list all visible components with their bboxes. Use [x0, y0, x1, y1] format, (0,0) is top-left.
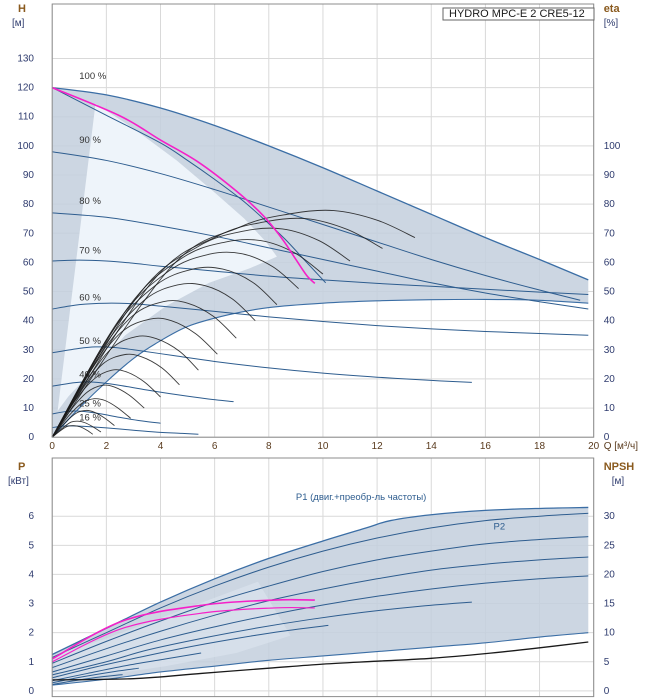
svg-text:NPSH: NPSH: [604, 461, 635, 473]
svg-text:2: 2: [104, 441, 110, 452]
svg-text:P2: P2: [494, 521, 506, 532]
svg-text:90: 90: [604, 170, 616, 181]
svg-text:0: 0: [604, 686, 610, 697]
svg-text:120: 120: [17, 83, 34, 94]
svg-text:20: 20: [23, 374, 35, 385]
svg-text:0: 0: [28, 686, 34, 697]
svg-text:16: 16: [480, 441, 492, 452]
svg-text:15: 15: [604, 599, 616, 610]
svg-text:40: 40: [23, 316, 35, 327]
svg-text:50: 50: [23, 287, 35, 298]
svg-text:20: 20: [604, 569, 616, 580]
svg-text:4: 4: [28, 569, 34, 580]
svg-text:30: 30: [604, 511, 616, 522]
svg-text:50: 50: [604, 287, 616, 298]
svg-text:[м]: [м]: [612, 476, 625, 487]
svg-text:18: 18: [534, 441, 546, 452]
svg-text:HYDRO MPC-E 2 CRE5-12: HYDRO MPC-E 2 CRE5-12: [449, 8, 585, 20]
svg-text:6: 6: [212, 441, 218, 452]
svg-text:60 %: 60 %: [79, 292, 101, 303]
svg-text:10: 10: [604, 628, 616, 639]
svg-text:[%]: [%]: [604, 18, 619, 29]
svg-text:3: 3: [28, 599, 34, 610]
svg-text:70: 70: [604, 228, 616, 239]
svg-text:110: 110: [18, 112, 34, 123]
svg-text:50 %: 50 %: [79, 336, 101, 347]
svg-text:90 %: 90 %: [79, 135, 101, 146]
svg-text:8: 8: [266, 441, 272, 452]
svg-text:P1 (двиг.+преобр-ль частоты): P1 (двиг.+преобр-ль частоты): [296, 492, 426, 503]
svg-text:20: 20: [588, 441, 600, 452]
svg-text:80: 80: [604, 199, 616, 210]
svg-text:[кВт]: [кВт]: [8, 476, 29, 487]
svg-text:10: 10: [604, 403, 616, 414]
svg-text:6: 6: [28, 511, 34, 522]
svg-text:P: P: [18, 461, 25, 473]
svg-text:4: 4: [158, 441, 164, 452]
svg-text:25: 25: [604, 540, 616, 551]
svg-text:25 %: 25 %: [79, 399, 101, 410]
svg-text:10: 10: [317, 441, 329, 452]
svg-text:[м]: [м]: [12, 18, 25, 29]
svg-text:eta: eta: [604, 3, 621, 15]
svg-text:12: 12: [372, 441, 384, 452]
svg-text:70 %: 70 %: [79, 246, 101, 257]
svg-text:60: 60: [23, 257, 35, 268]
svg-text:60: 60: [604, 257, 616, 268]
svg-text:130: 130: [17, 53, 34, 64]
svg-text:70: 70: [23, 228, 35, 239]
svg-text:2: 2: [28, 628, 34, 639]
svg-text:0: 0: [604, 432, 610, 443]
svg-text:40: 40: [604, 316, 616, 327]
svg-text:90: 90: [23, 170, 35, 181]
svg-text:80 %: 80 %: [79, 196, 101, 207]
svg-text:0: 0: [28, 432, 34, 443]
svg-text:100: 100: [17, 141, 34, 152]
svg-text:1: 1: [28, 657, 34, 668]
svg-text:20: 20: [604, 374, 616, 385]
svg-text:5: 5: [604, 657, 610, 668]
svg-text:H: H: [18, 3, 26, 15]
svg-text:80: 80: [23, 199, 35, 210]
svg-text:100: 100: [604, 141, 621, 152]
svg-text:100 %: 100 %: [79, 71, 106, 82]
svg-text:30: 30: [604, 345, 616, 356]
svg-text:10: 10: [23, 403, 35, 414]
svg-text:40 %: 40 %: [79, 369, 101, 380]
svg-text:16 %: 16 %: [79, 413, 101, 424]
svg-text:5: 5: [28, 540, 34, 551]
svg-text:0: 0: [49, 441, 55, 452]
svg-text:30: 30: [23, 345, 35, 356]
svg-text:14: 14: [426, 441, 438, 452]
